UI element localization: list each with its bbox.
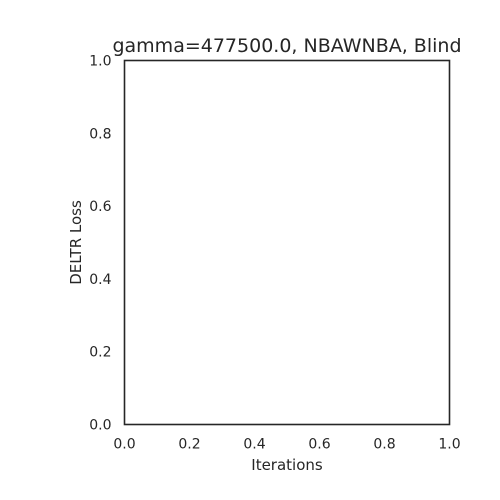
y-tick-label: 0.4 — [89, 272, 111, 288]
x-axis-label: Iterations — [251, 456, 323, 474]
y-tick-label: 1.0 — [89, 54, 111, 70]
x-tick-label: 0.8 — [373, 437, 395, 453]
x-tick-label: 0.0 — [113, 437, 135, 453]
y-axis-label: DELTR Loss — [67, 200, 85, 285]
y-axis-ticks: 0.0 0.2 0.4 0.6 0.8 1.0 — [89, 54, 111, 434]
x-tick-label: 0.4 — [243, 437, 265, 453]
y-tick-label: 0.2 — [89, 345, 111, 361]
y-tick-label: 0.8 — [89, 126, 111, 142]
x-tick-label: 0.6 — [308, 437, 330, 453]
y-tick-label: 0.0 — [89, 418, 111, 434]
chart-title: gamma=477500.0, NBAWNBA, Blind — [112, 35, 461, 57]
y-tick-label: 0.6 — [89, 199, 111, 215]
x-tick-label: 0.2 — [178, 437, 200, 453]
x-axis-ticks: 0.0 0.2 0.4 0.6 0.8 1.0 — [113, 437, 460, 453]
x-tick-label: 1.0 — [438, 437, 460, 453]
plot-area — [123, 59, 451, 426]
